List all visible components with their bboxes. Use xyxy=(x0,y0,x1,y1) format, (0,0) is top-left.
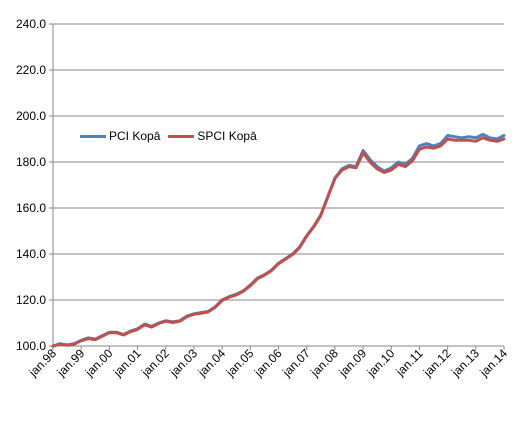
x-tick-label: jan.01 xyxy=(110,346,144,380)
y-tick-label: 140.0 xyxy=(16,247,46,261)
series-lines xyxy=(51,132,506,348)
gridlines xyxy=(53,23,504,301)
legend: PCI Kopā SPCI Kopā xyxy=(80,129,265,143)
legend-swatch-pci xyxy=(80,134,106,138)
x-tick-label: jan.00 xyxy=(82,346,116,380)
series-line-spci xyxy=(51,136,506,348)
x-tick-label: jan.06 xyxy=(251,346,285,380)
x-axis-tick-labels: jan.98jan.99jan.00jan.01jan.02jan.03jan.… xyxy=(25,346,510,380)
legend-label-spci: SPCI Kopā xyxy=(197,129,257,143)
x-tick-label: jan.07 xyxy=(279,346,313,380)
x-tick-label: jan.11 xyxy=(392,346,425,379)
x-tick-label: jan.09 xyxy=(335,346,369,380)
x-tick-label: jan.04 xyxy=(195,346,229,380)
legend-label-pci: PCI Kopā xyxy=(109,129,161,143)
legend-item-pci: PCI Kopā xyxy=(80,129,160,143)
legend-item-spci: SPCI Kopā xyxy=(168,129,257,143)
y-tick-label: 220.0 xyxy=(16,63,46,77)
x-tick-label: jan.03 xyxy=(166,346,200,380)
y-tick-label: 160.0 xyxy=(16,201,46,215)
x-tick-label: jan.08 xyxy=(307,346,341,380)
y-tick-label: 180.0 xyxy=(16,155,46,169)
y-axis-tick-labels: 100.0 120.0 140.0 160.0 180.0 200.0 220.0 240.0 xyxy=(16,17,46,353)
y-tick-label: 200.0 xyxy=(16,109,46,123)
x-tick-label: jan.05 xyxy=(223,346,257,380)
y-tick-label: 120.0 xyxy=(16,293,46,307)
x-tick-label: jan.13 xyxy=(448,346,482,380)
x-tick-label: jan.10 xyxy=(364,346,398,380)
legend-swatch-spci xyxy=(168,134,195,138)
axes xyxy=(49,23,505,350)
y-tick-label: 240.0 xyxy=(16,17,46,31)
x-tick-label: jan.14 xyxy=(476,346,510,380)
x-tick-label: jan.02 xyxy=(138,346,172,380)
series-line-pci xyxy=(51,132,506,348)
x-tick-label: jan.12 xyxy=(420,346,454,380)
x-tick-label: jan.99 xyxy=(54,346,88,380)
y-tick-label: 100.0 xyxy=(16,339,46,353)
